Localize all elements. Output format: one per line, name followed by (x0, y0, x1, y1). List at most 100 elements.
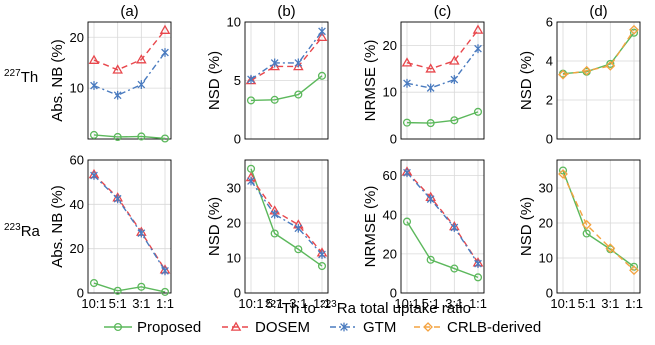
y-axis-label: Abs. NB (%) (49, 39, 66, 122)
y-tick-label: 20 (383, 38, 397, 53)
x-tick-label: 1:1 (156, 296, 174, 311)
panel-5: 0 20 40 60 10:1 5:1 3:1 1:1 Abs. NB (%) (49, 153, 174, 312)
x-tick-label: 5:1 (422, 296, 440, 311)
series-dosem (88, 168, 171, 274)
data-point (247, 74, 255, 84)
data-point (318, 26, 326, 36)
data-point (294, 223, 303, 233)
data-point (426, 255, 435, 264)
data-point (161, 266, 169, 276)
series-line (250, 177, 323, 254)
legend-item-crlb-derived: CRLB-derived (414, 319, 541, 336)
legend-label: GTM (363, 319, 396, 336)
series-line (93, 52, 166, 97)
series-proposed (89, 278, 170, 296)
data-point (426, 119, 435, 128)
series-proposed (246, 71, 327, 105)
data-point (450, 75, 459, 84)
data-point (89, 130, 99, 139)
legend-marker (230, 321, 242, 331)
series-dosem (245, 171, 328, 257)
series-line (562, 173, 635, 271)
series-gtm (247, 26, 326, 84)
series-line (250, 36, 323, 82)
y-tick-label: 0 (234, 132, 241, 147)
data-point (558, 69, 568, 80)
x-tick-label: 1:1 (469, 296, 487, 311)
series-line (406, 221, 479, 279)
data-point (606, 59, 615, 68)
panel-8: 0 10 20 30 10:1 5:1 3:1 1:1 NSD (%) (518, 159, 643, 311)
x-tick-label: 3:1 (132, 296, 150, 311)
series-crlb-derived (558, 24, 639, 80)
y-tick-label: 20 (383, 246, 397, 261)
row-label-th227-name: Th (21, 69, 39, 86)
data-point (318, 250, 326, 259)
x-tick-label: 5:1 (109, 296, 127, 311)
data-point (316, 31, 328, 42)
y-tick-label: 0 (234, 286, 241, 301)
data-point (112, 64, 123, 74)
data-point (90, 81, 98, 90)
series-crlb-derived (558, 169, 639, 276)
data-point (474, 259, 482, 269)
y-tick-label: 30 (227, 181, 241, 196)
legend-marker (423, 322, 433, 332)
series-line (93, 282, 166, 293)
y-tick-label: 0 (390, 286, 397, 301)
data-point (113, 194, 122, 204)
axes-frame (556, 159, 641, 294)
x-tick-label: 3:1 (601, 296, 619, 311)
data-point (581, 65, 592, 76)
series-line (562, 29, 635, 76)
panel-2: 0 5 10 NSD (%) (b) (206, 3, 329, 147)
row-label-th227-sup: 227 (4, 68, 21, 79)
axes-frame (244, 159, 329, 294)
y-tick-label: 10 (227, 251, 241, 266)
series-line (93, 175, 166, 272)
series-line (93, 29, 166, 71)
data-point (605, 243, 616, 254)
data-point (137, 282, 146, 291)
y-axis-label: NRMSE (%) (362, 40, 379, 122)
data-point (246, 96, 256, 105)
x-tick-label: 3:1 (289, 296, 307, 311)
data-point (425, 63, 436, 73)
series-gtm (403, 168, 482, 269)
data-point (426, 194, 435, 204)
series-proposed (558, 166, 639, 271)
data-point (270, 209, 279, 219)
series-line (93, 134, 166, 140)
x-tick-label: 10:1 (81, 296, 106, 311)
series-line (562, 32, 635, 75)
data-point (270, 229, 279, 238)
y-tick-label: 60 (383, 168, 397, 183)
x-tick-label: 10:1 (550, 296, 575, 311)
panel-title: (a) (120, 3, 138, 20)
y-axis-label: Abs. NB (%) (49, 185, 66, 268)
series-proposed (558, 28, 639, 78)
series-gtm (90, 48, 169, 100)
data-point (629, 265, 639, 276)
x-tick-label: 10:1 (394, 296, 419, 311)
data-point (136, 54, 147, 64)
y-tick-label: 20 (70, 241, 84, 256)
data-point (558, 166, 568, 175)
data-point (401, 57, 413, 67)
data-point (629, 28, 639, 37)
series-gtm (90, 171, 169, 276)
x-axis-label-sup1: 227 (265, 299, 282, 310)
data-point (294, 90, 303, 99)
data-point (317, 71, 327, 80)
y-tick-label: 40 (70, 197, 84, 212)
row-label-ra223-name: Ra (21, 223, 41, 240)
legend-marker (340, 322, 348, 332)
x-axis-label-end: Ra total uptake ratio (337, 300, 471, 317)
data-point (581, 219, 592, 230)
series-dosem (88, 24, 171, 74)
y-tick-label: 5 (234, 73, 241, 88)
series-line (250, 180, 323, 255)
panel-7: 0 20 40 60 10:1 5:1 3:1 1:1 NRMSE (%) (362, 159, 487, 311)
series-proposed (402, 107, 483, 128)
